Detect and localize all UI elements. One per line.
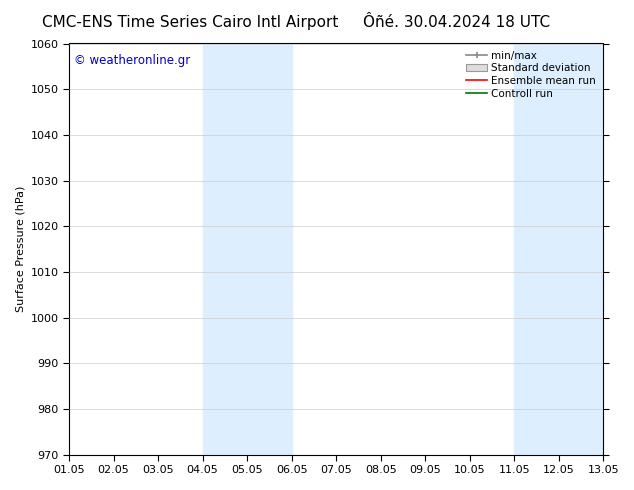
Text: Ôñé. 30.04.2024 18 UTC: Ôñé. 30.04.2024 18 UTC: [363, 15, 550, 30]
Y-axis label: Surface Pressure (hPa): Surface Pressure (hPa): [15, 186, 25, 312]
Legend: min/max, Standard deviation, Ensemble mean run, Controll run: min/max, Standard deviation, Ensemble me…: [464, 49, 598, 100]
Bar: [514, 44, 603, 455]
Text: © weatheronline.gr: © weatheronline.gr: [74, 54, 191, 67]
Text: CMC-ENS Time Series Cairo Intl Airport: CMC-ENS Time Series Cairo Intl Airport: [42, 15, 339, 30]
Bar: [203, 44, 292, 455]
